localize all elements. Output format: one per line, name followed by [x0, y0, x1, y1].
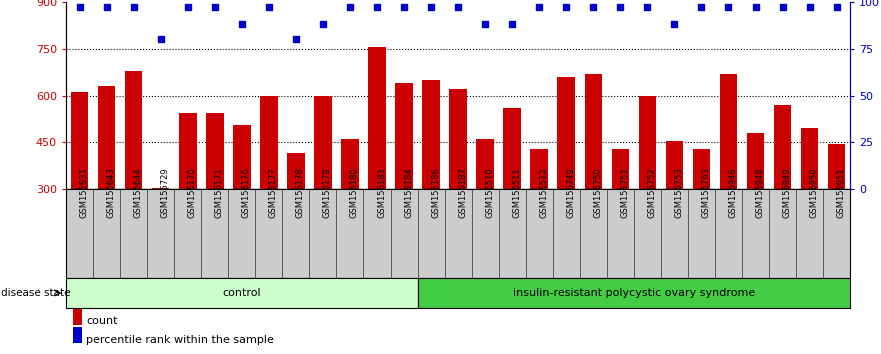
- Text: GSM156512: GSM156512: [539, 167, 548, 218]
- Text: GSM155729: GSM155729: [160, 167, 170, 218]
- Text: GSM156510: GSM156510: [485, 167, 494, 218]
- Text: insulin-resistant polycystic ovary syndrome: insulin-resistant polycystic ovary syndr…: [513, 288, 755, 298]
- Bar: [152, 188, 169, 283]
- Bar: [774, 105, 791, 283]
- Bar: [368, 47, 386, 283]
- Text: disease state: disease state: [1, 288, 70, 298]
- Text: percentile rank within the sample: percentile rank within the sample: [86, 335, 274, 345]
- Text: GSM156181: GSM156181: [377, 167, 386, 218]
- Bar: [801, 129, 818, 283]
- Text: GSM156171: GSM156171: [215, 167, 224, 218]
- Text: GSM156951: GSM156951: [837, 167, 846, 218]
- Bar: [503, 108, 521, 283]
- Text: GSM156948: GSM156948: [756, 167, 765, 218]
- Text: control: control: [223, 288, 261, 298]
- Bar: [611, 149, 629, 283]
- Text: GSM156179: GSM156179: [323, 167, 332, 218]
- Text: GSM156752: GSM156752: [648, 167, 656, 218]
- Text: GSM155631: GSM155631: [79, 167, 89, 218]
- Text: GSM156187: GSM156187: [458, 167, 467, 218]
- Text: GSM156176: GSM156176: [241, 167, 251, 218]
- Bar: [260, 96, 278, 283]
- Text: GSM156184: GSM156184: [404, 167, 413, 218]
- Bar: [287, 153, 305, 283]
- Bar: [418, 278, 850, 308]
- Bar: [125, 70, 143, 283]
- Bar: [692, 149, 710, 283]
- Text: GSM156511: GSM156511: [512, 167, 522, 218]
- Bar: [720, 74, 737, 283]
- Bar: [66, 278, 418, 308]
- Bar: [449, 89, 467, 283]
- Text: GSM156763: GSM156763: [701, 167, 710, 218]
- Bar: [315, 96, 332, 283]
- Bar: [558, 77, 575, 283]
- Bar: [98, 86, 115, 283]
- Text: GSM156170: GSM156170: [188, 167, 196, 218]
- Text: GSM156180: GSM156180: [350, 167, 359, 218]
- Bar: [666, 141, 683, 283]
- Bar: [584, 74, 602, 283]
- Text: GSM156186: GSM156186: [431, 167, 440, 218]
- Bar: [530, 149, 548, 283]
- Bar: [396, 83, 413, 283]
- Text: GSM156946: GSM156946: [729, 167, 737, 218]
- Text: GSM156950: GSM156950: [810, 167, 818, 218]
- Text: GSM155644: GSM155644: [134, 167, 143, 218]
- Text: GSM156753: GSM156753: [675, 167, 684, 218]
- Bar: [422, 80, 440, 283]
- Bar: [341, 139, 359, 283]
- Text: count: count: [86, 316, 118, 326]
- Bar: [477, 139, 494, 283]
- Text: GSM156750: GSM156750: [593, 167, 603, 218]
- Bar: [747, 133, 765, 283]
- Text: GSM156749: GSM156749: [566, 167, 575, 218]
- Text: GSM156178: GSM156178: [296, 167, 305, 218]
- Text: GSM156949: GSM156949: [782, 167, 791, 218]
- Bar: [828, 144, 846, 283]
- Bar: [233, 125, 250, 283]
- Text: GSM156751: GSM156751: [620, 167, 629, 218]
- Bar: [70, 92, 88, 283]
- Text: GSM155643: GSM155643: [107, 167, 115, 218]
- Text: GSM156177: GSM156177: [269, 167, 278, 218]
- Bar: [639, 96, 656, 283]
- Bar: [179, 113, 196, 283]
- Bar: [206, 113, 224, 283]
